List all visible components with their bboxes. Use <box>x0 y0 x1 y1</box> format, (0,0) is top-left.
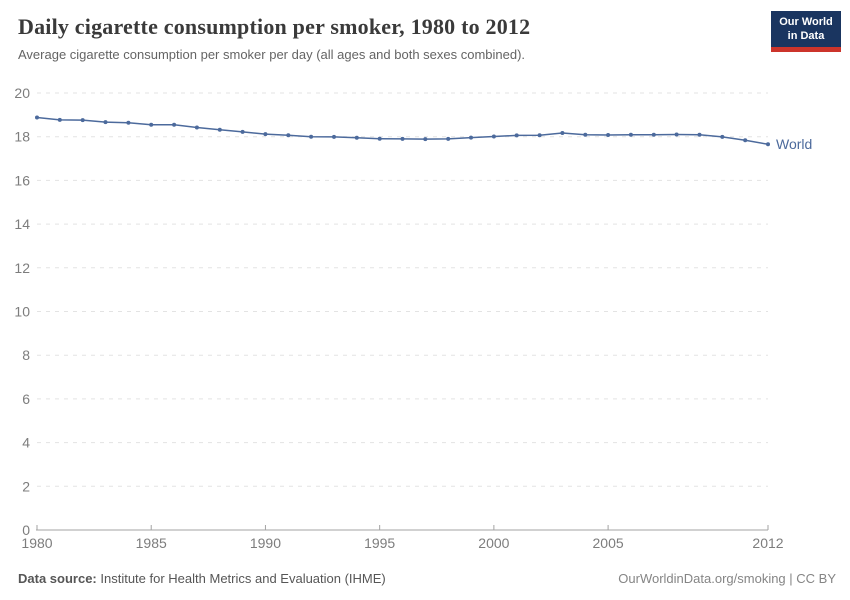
data-point <box>149 122 154 127</box>
data-point <box>400 136 405 141</box>
data-point <box>263 132 268 137</box>
x-tick-label: 2012 <box>752 535 783 551</box>
data-point <box>217 127 222 132</box>
data-point <box>720 134 725 139</box>
data-point <box>651 132 656 137</box>
y-tick-label: 14 <box>14 216 30 232</box>
data-point <box>446 136 451 141</box>
data-source: Data source: Institute for Health Metric… <box>18 571 386 586</box>
credit-link: OurWorldinData.org/smoking | CC BY <box>618 571 836 586</box>
series-end-label: World <box>776 136 812 152</box>
chart-title: Daily cigarette consumption per smoker, … <box>18 14 531 39</box>
data-point <box>240 129 245 134</box>
data-point <box>80 118 85 123</box>
data-point <box>57 117 62 122</box>
x-tick-label: 1980 <box>21 535 52 551</box>
y-tick-label: 18 <box>14 129 30 145</box>
data-point <box>126 120 131 125</box>
data-point <box>743 138 748 143</box>
data-source-text: Institute for Health Metrics and Evaluat… <box>100 571 386 586</box>
y-tick-label: 10 <box>14 304 30 320</box>
chart-subtitle: Average cigarette consumption per smoker… <box>18 47 526 62</box>
x-tick-label: 1995 <box>364 535 395 551</box>
data-point <box>286 133 291 138</box>
owid-logo-line2: in Data <box>787 30 825 42</box>
data-point <box>697 132 702 137</box>
data-point <box>35 115 39 120</box>
y-tick-label: 8 <box>22 347 30 363</box>
data-point <box>560 131 565 135</box>
x-tick-label: 2000 <box>478 535 509 551</box>
y-tick-label: 4 <box>22 435 30 451</box>
owid-logo-line1: Our World <box>779 15 833 28</box>
x-tick-label: 1985 <box>136 535 167 551</box>
data-source-label: Data source: <box>18 571 97 586</box>
x-tick-label: 2005 <box>593 535 624 551</box>
data-point <box>606 133 611 137</box>
y-tick-label: 12 <box>14 260 30 276</box>
data-point <box>469 135 473 140</box>
data-point <box>309 134 314 139</box>
data-point <box>491 134 496 139</box>
data-point <box>514 133 519 138</box>
data-point <box>377 136 382 141</box>
data-point <box>766 142 770 147</box>
y-tick-label: 2 <box>22 478 30 494</box>
x-tick-label: 1990 <box>250 535 281 551</box>
y-tick-label: 6 <box>22 391 30 407</box>
data-point <box>332 134 336 139</box>
data-point <box>537 133 542 138</box>
chart-header: Daily cigarette consumption per smoker, … <box>18 14 748 62</box>
data-point <box>583 132 588 137</box>
y-tick-label: 0 <box>22 522 30 538</box>
data-point <box>423 137 428 142</box>
data-point <box>172 122 177 127</box>
data-point <box>354 135 359 140</box>
chart-footer: Data source: Institute for Health Metric… <box>18 571 836 586</box>
data-point <box>674 132 679 137</box>
y-tick-label: 16 <box>14 172 30 188</box>
owid-logo[interactable]: Our World in Data <box>771 11 841 52</box>
y-tick-label: 20 <box>14 85 30 101</box>
data-point <box>103 120 108 125</box>
data-point <box>628 132 633 137</box>
data-point <box>194 125 199 130</box>
